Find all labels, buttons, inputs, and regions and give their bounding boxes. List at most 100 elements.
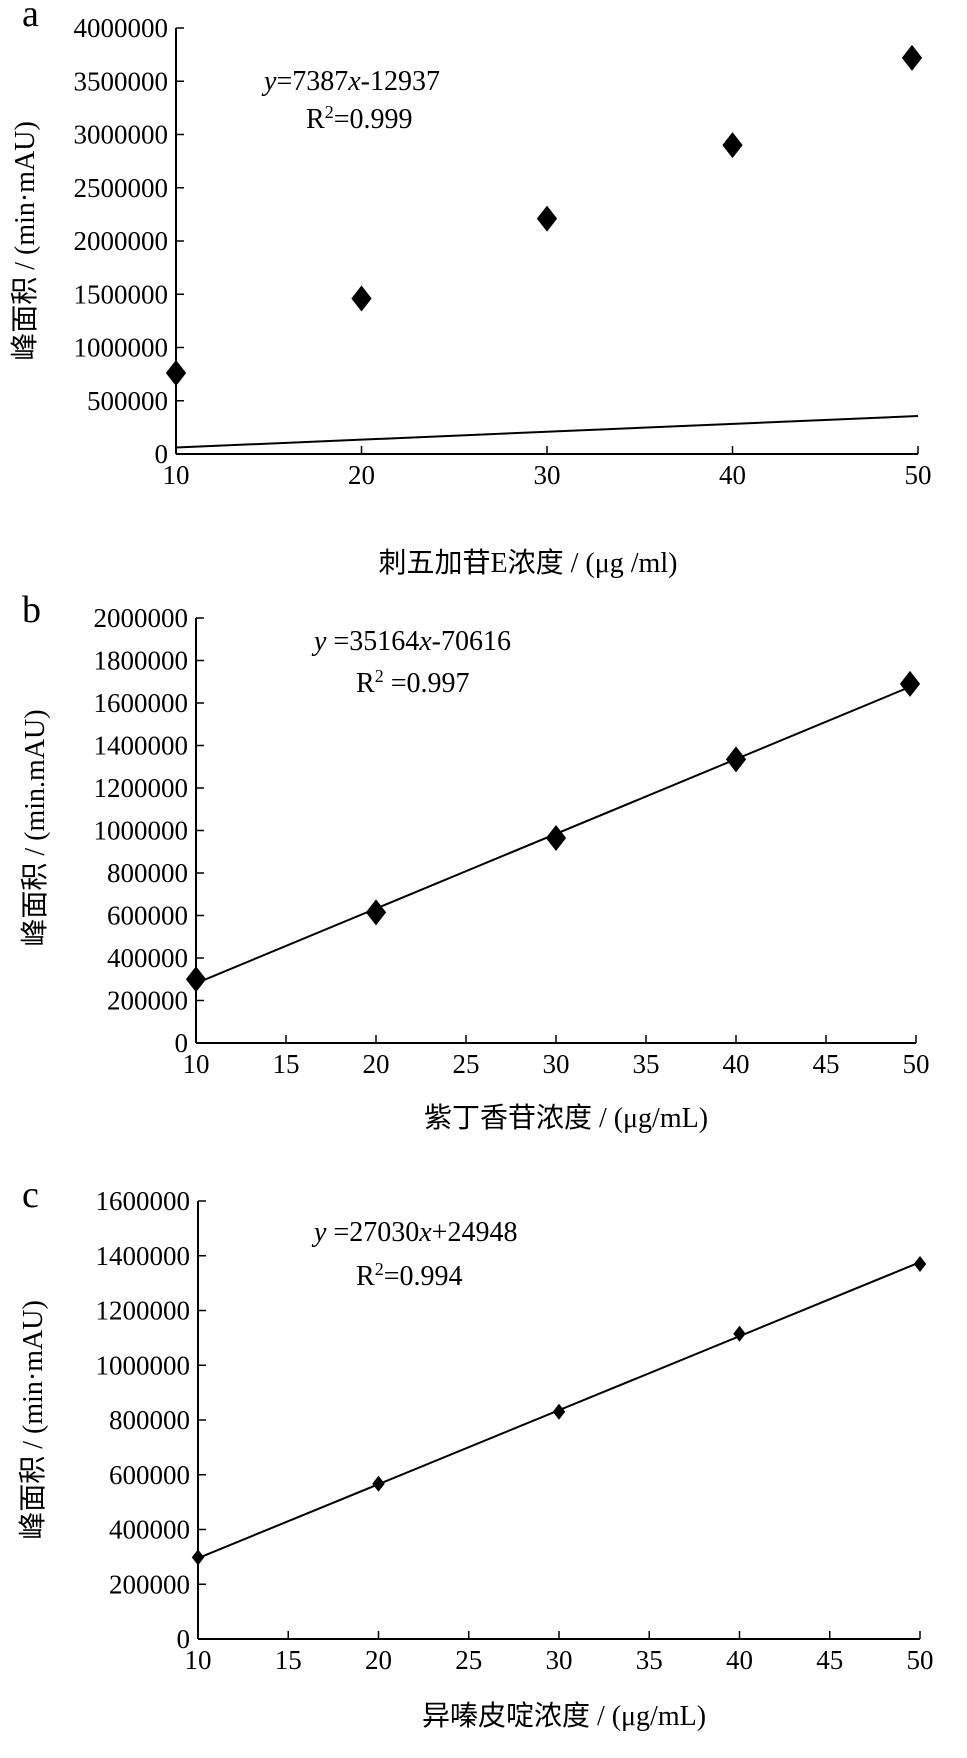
x-tick-label: 35 [636,1645,663,1675]
y-tick-label: 3500000 [74,66,169,96]
equation-intercept: -12937 [361,66,440,97]
data-point [185,966,207,993]
x-tick-label: 10 [163,460,190,490]
y-tick-label: 1400000 [94,731,189,761]
x-tick-label: 50 [907,1645,934,1675]
equation-y: y [311,626,327,657]
y-tick-label: 1400000 [96,1241,191,1271]
regression-equation: y =27030x+24948 [311,1217,517,1248]
y-tick-label: 200000 [109,1569,190,1599]
data-point [913,1255,927,1272]
data-point [545,824,567,851]
r-squared-r: R [306,104,325,135]
r-squared-exponent: 2 [375,1259,384,1279]
equation-slope: =35164 [326,626,419,657]
x-tick-label: 45 [813,1049,840,1079]
r-squared-r: R [356,668,375,699]
y-axis-title: 峰面积 / (min·mAU) [17,1300,49,1540]
x-tick-label: 50 [905,460,932,490]
r-squared-value: =0.999 [334,104,413,135]
y-tick-label: 600000 [109,1460,190,1490]
regression-equation: y =35164x-70616 [311,626,511,657]
y-tick-label: 0 [177,1624,191,1654]
x-tick-label: 40 [726,1645,753,1675]
equation-y: y [311,1217,327,1248]
data-point [536,205,558,232]
r-squared-value: =0.997 [384,668,470,699]
y-tick-label: 500000 [87,386,168,416]
r-squared: R2=0.999 [306,102,412,135]
y-tick-label: 3000000 [74,120,169,150]
x-tick-label: 30 [534,460,561,490]
equation-y: y [261,66,277,97]
data-point [901,44,923,71]
x-tick-label: 50 [903,1049,930,1079]
x-tick-label: 40 [719,460,746,490]
y-tick-label: 1500000 [74,279,169,309]
y-tick-label: 2000000 [94,603,189,633]
data-point [165,360,187,387]
y-tick-label: 200000 [107,986,188,1016]
x-tick-label: 25 [453,1049,480,1079]
x-tick-label: 25 [455,1645,482,1675]
data-point [351,285,372,312]
y-tick-label: 600000 [107,901,188,931]
y-tick-label: 2000000 [74,226,169,256]
y-tick-label: 1000000 [96,1350,191,1380]
x-tick-label: 20 [363,1049,390,1079]
y-tick-label: 0 [155,439,169,469]
data-point [552,1403,566,1420]
data-point [733,1325,746,1342]
y-tick-label: 400000 [109,1515,190,1545]
x-tick-label: 30 [543,1049,570,1079]
x-tick-label: 40 [723,1049,750,1079]
trend-line [175,415,919,449]
x-tick-label: 45 [816,1645,843,1675]
data-point [372,1475,385,1492]
y-tick-label: 0 [175,1028,189,1058]
x-tick-label: 10 [185,1645,212,1675]
panel-letter: c [22,1174,39,1216]
data-point [365,899,387,926]
y-tick-label: 1000000 [74,333,169,363]
r-squared-exponent: 2 [375,666,384,686]
x-axis-title: 刺五加苷E浓度 / (μg /ml) [379,547,678,579]
x-tick-label: 30 [546,1645,573,1675]
equation-x: x [347,66,361,97]
x-tick-label: 10 [183,1049,210,1079]
x-tick-label: 15 [275,1645,302,1675]
y-tick-label: 1600000 [94,688,189,718]
x-axis-title: 异嗪皮啶浓度 / (μg/mL) [422,1700,706,1732]
r-squared-r: R [356,1261,375,1292]
x-tick-label: 35 [633,1049,660,1079]
y-tick-label: 2500000 [74,173,169,203]
y-tick-label: 1800000 [94,646,189,676]
regression-equation: y=7387x-12937 [261,66,440,97]
equation-slope: =7387 [276,66,348,97]
y-tick-label: 400000 [107,943,188,973]
chart-panel-a: 0 500000 1000000 1500000 2000000 2500000 30000… [9,0,932,579]
panel-letter: a [22,0,39,35]
y-tick-label: 1200000 [94,773,189,803]
chart-panel-b: 0 200000 400000 600000 800000 1000000 1200000 1… [19,589,930,1134]
equation-x: x [418,1217,432,1248]
y-tick-label: 1600000 [96,1186,191,1216]
data-point [191,1549,205,1566]
equation-intercept: -70616 [432,626,511,657]
equation-slope: =27030 [326,1217,419,1248]
x-axis-title: 紫丁香苷浓度 / (μg/mL) [424,1102,708,1134]
r-squared-exponent: 2 [325,102,334,122]
y-tick-label: 800000 [107,858,188,888]
x-tick-label: 20 [348,460,375,490]
r-squared: R2=0.994 [356,1259,462,1292]
y-tick-label: 1200000 [96,1296,191,1326]
panel-letter: b [22,589,41,631]
y-tick-label: 4000000 [74,13,169,43]
r-squared-value: =0.994 [384,1261,463,1292]
data-point [722,132,743,159]
data-point [725,746,747,773]
x-tick-label: 20 [365,1645,392,1675]
y-tick-label: 800000 [109,1405,190,1435]
y-axis-title: 峰面积 / (min·mAU) [9,121,41,361]
